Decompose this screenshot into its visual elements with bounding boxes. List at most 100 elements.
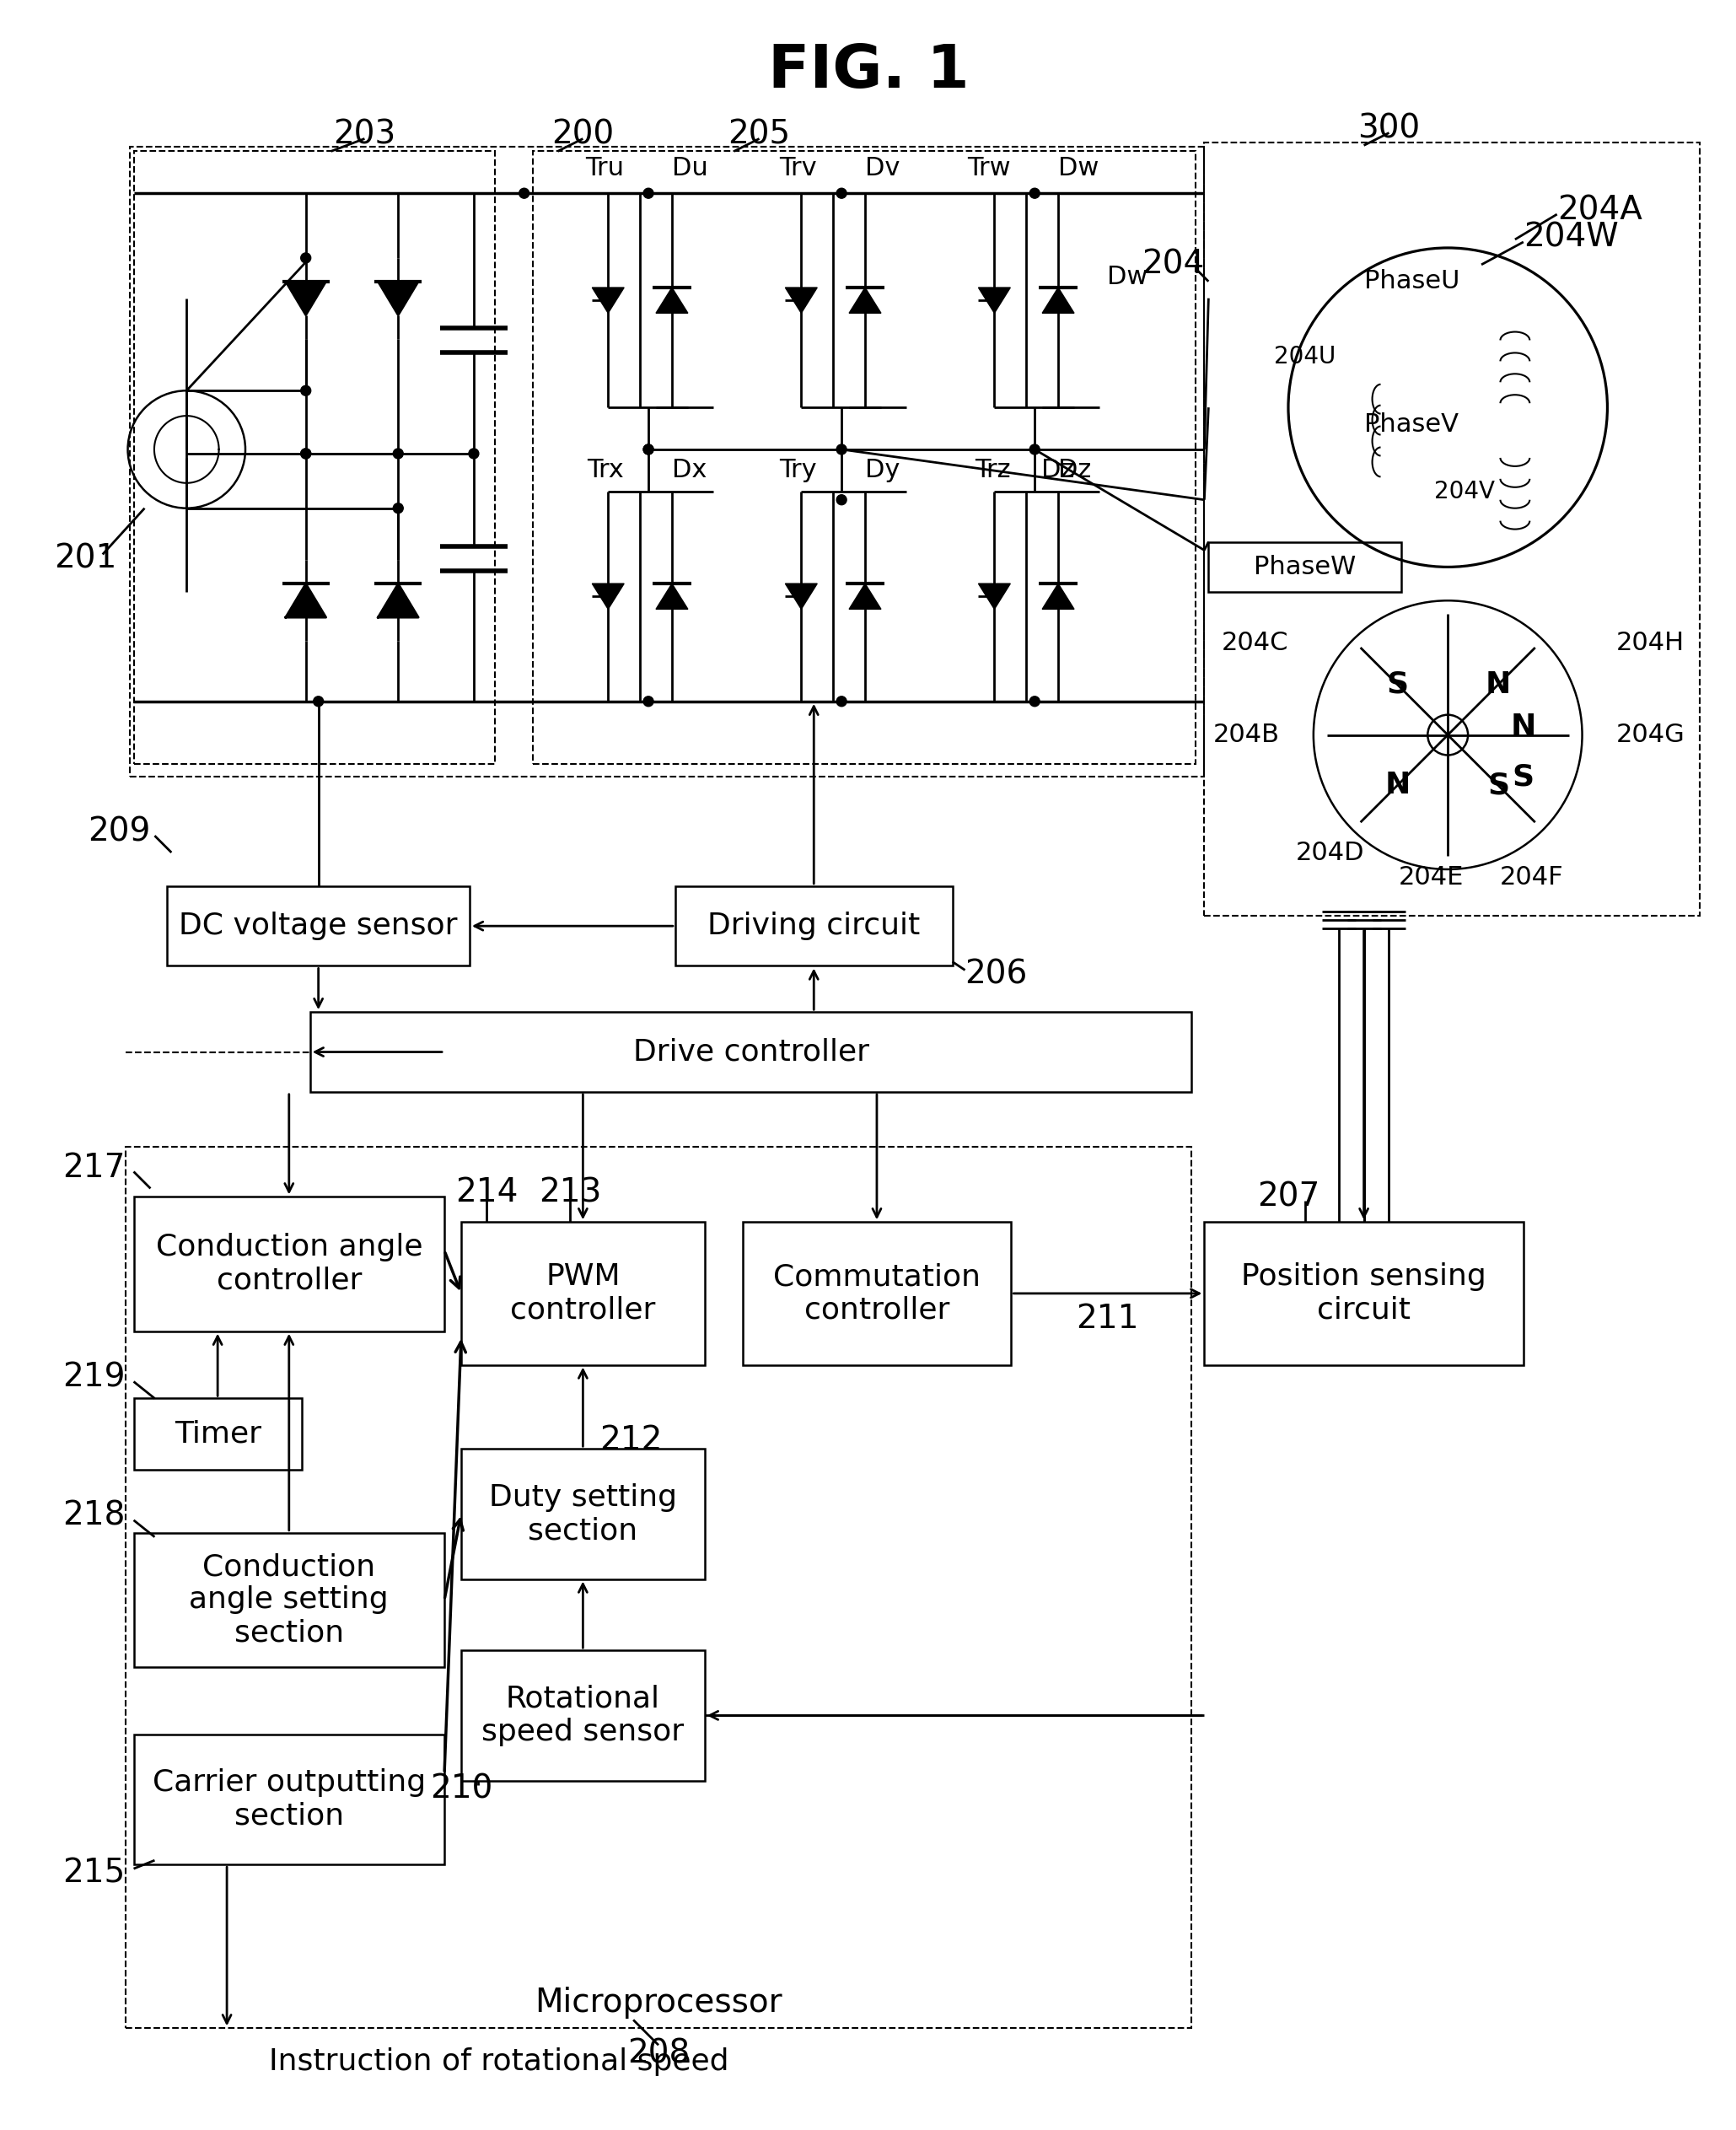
Text: Du: Du bbox=[672, 155, 708, 181]
Bar bbox=[134, 1399, 302, 1470]
Text: PhaseU: PhaseU bbox=[1364, 268, 1460, 294]
Text: 205: 205 bbox=[727, 119, 790, 151]
Text: PWM
controller: PWM controller bbox=[510, 1263, 656, 1325]
Text: Dx: Dx bbox=[672, 458, 707, 484]
Circle shape bbox=[1029, 445, 1040, 454]
Circle shape bbox=[644, 445, 653, 454]
Text: Rotational
speed sensor: Rotational speed sensor bbox=[481, 1685, 684, 1747]
Text: 204H: 204H bbox=[1616, 630, 1684, 654]
Text: 204F: 204F bbox=[1500, 865, 1564, 890]
Circle shape bbox=[300, 386, 311, 396]
Circle shape bbox=[1029, 187, 1040, 198]
Bar bbox=[167, 886, 469, 965]
Circle shape bbox=[519, 187, 529, 198]
Text: Commutation
controller: Commutation controller bbox=[773, 1263, 981, 1325]
Polygon shape bbox=[1042, 584, 1075, 609]
Text: Dv: Dv bbox=[865, 155, 899, 181]
Text: Carrier outputting
section: Carrier outputting section bbox=[153, 1768, 425, 1830]
Bar bbox=[134, 1197, 444, 1331]
Text: S: S bbox=[1512, 763, 1535, 790]
Text: 204: 204 bbox=[1142, 249, 1205, 281]
Text: 219: 219 bbox=[62, 1361, 125, 1393]
Text: 204B: 204B bbox=[1213, 722, 1279, 748]
Text: 208: 208 bbox=[627, 2038, 689, 2070]
Bar bbox=[1208, 541, 1401, 592]
Text: PhaseW: PhaseW bbox=[1253, 554, 1356, 579]
Circle shape bbox=[837, 697, 847, 707]
Bar bbox=[130, 147, 1205, 777]
Text: 209: 209 bbox=[89, 816, 151, 848]
Text: Trw: Trw bbox=[967, 155, 1010, 181]
Polygon shape bbox=[286, 281, 326, 315]
Bar bbox=[134, 1734, 444, 1864]
Text: 217: 217 bbox=[62, 1152, 125, 1184]
Text: Trx: Trx bbox=[587, 458, 623, 484]
Text: 204A: 204A bbox=[1557, 194, 1642, 226]
Polygon shape bbox=[979, 288, 1010, 313]
Bar bbox=[533, 151, 1196, 765]
Circle shape bbox=[644, 445, 653, 454]
Polygon shape bbox=[592, 288, 623, 313]
Text: Conduction
angle setting
section: Conduction angle setting section bbox=[189, 1553, 389, 1646]
Polygon shape bbox=[656, 584, 687, 609]
Text: 214: 214 bbox=[455, 1176, 517, 1208]
Text: Driving circuit: Driving circuit bbox=[708, 912, 920, 939]
Bar bbox=[462, 1651, 705, 1781]
Text: 204D: 204D bbox=[1295, 841, 1364, 865]
Text: Trz: Trz bbox=[974, 458, 1010, 484]
Text: 206: 206 bbox=[965, 959, 1028, 990]
Polygon shape bbox=[592, 584, 623, 609]
Text: Position sensing
circuit: Position sensing circuit bbox=[1241, 1263, 1486, 1325]
Text: 204G: 204G bbox=[1616, 722, 1684, 748]
Bar bbox=[125, 1146, 1191, 2028]
Text: 215: 215 bbox=[62, 1857, 125, 1889]
Text: 213: 213 bbox=[538, 1176, 602, 1208]
Text: Dy: Dy bbox=[865, 458, 899, 484]
Circle shape bbox=[837, 445, 847, 454]
Circle shape bbox=[300, 449, 311, 458]
Text: 204E: 204E bbox=[1399, 865, 1463, 890]
Text: S: S bbox=[1387, 671, 1408, 699]
Circle shape bbox=[392, 449, 403, 458]
Circle shape bbox=[837, 187, 847, 198]
Circle shape bbox=[300, 449, 311, 458]
Bar bbox=[134, 1534, 444, 1668]
Circle shape bbox=[314, 697, 323, 707]
Text: Instruction of rotational speed: Instruction of rotational speed bbox=[269, 2047, 729, 2077]
Text: Tru: Tru bbox=[585, 155, 623, 181]
Text: Drive controller: Drive controller bbox=[634, 1037, 870, 1067]
Text: 204C: 204C bbox=[1220, 630, 1288, 654]
Polygon shape bbox=[785, 288, 818, 313]
Bar bbox=[311, 1012, 1191, 1093]
Polygon shape bbox=[979, 584, 1010, 609]
Text: Duty setting
section: Duty setting section bbox=[490, 1482, 677, 1544]
Text: Microprocessor: Microprocessor bbox=[535, 1987, 783, 2019]
Text: 212: 212 bbox=[599, 1425, 663, 1457]
Bar bbox=[462, 1448, 705, 1578]
Text: 201: 201 bbox=[54, 543, 116, 575]
Text: Dz: Dz bbox=[1042, 458, 1075, 484]
Polygon shape bbox=[785, 584, 818, 609]
Bar bbox=[462, 1223, 705, 1365]
Text: 204V: 204V bbox=[1434, 479, 1495, 503]
Text: N: N bbox=[1510, 711, 1536, 741]
Text: 211: 211 bbox=[1076, 1304, 1139, 1336]
Polygon shape bbox=[656, 288, 687, 313]
Polygon shape bbox=[849, 288, 880, 313]
Text: Dw: Dw bbox=[1059, 155, 1099, 181]
Text: DC voltage sensor: DC voltage sensor bbox=[179, 912, 458, 939]
Bar bbox=[1205, 1223, 1524, 1365]
Text: 203: 203 bbox=[333, 119, 396, 151]
Text: 300: 300 bbox=[1358, 113, 1420, 145]
Text: 218: 218 bbox=[62, 1500, 125, 1531]
Polygon shape bbox=[1042, 288, 1075, 313]
Text: Dz: Dz bbox=[1059, 458, 1092, 484]
Bar bbox=[1205, 143, 1700, 916]
Circle shape bbox=[300, 253, 311, 262]
Text: 207: 207 bbox=[1257, 1180, 1319, 1212]
Text: 210: 210 bbox=[431, 1772, 493, 1804]
Text: Trv: Trv bbox=[779, 155, 818, 181]
Text: Try: Try bbox=[779, 458, 818, 484]
Circle shape bbox=[837, 494, 847, 505]
Text: Timer: Timer bbox=[174, 1421, 260, 1448]
